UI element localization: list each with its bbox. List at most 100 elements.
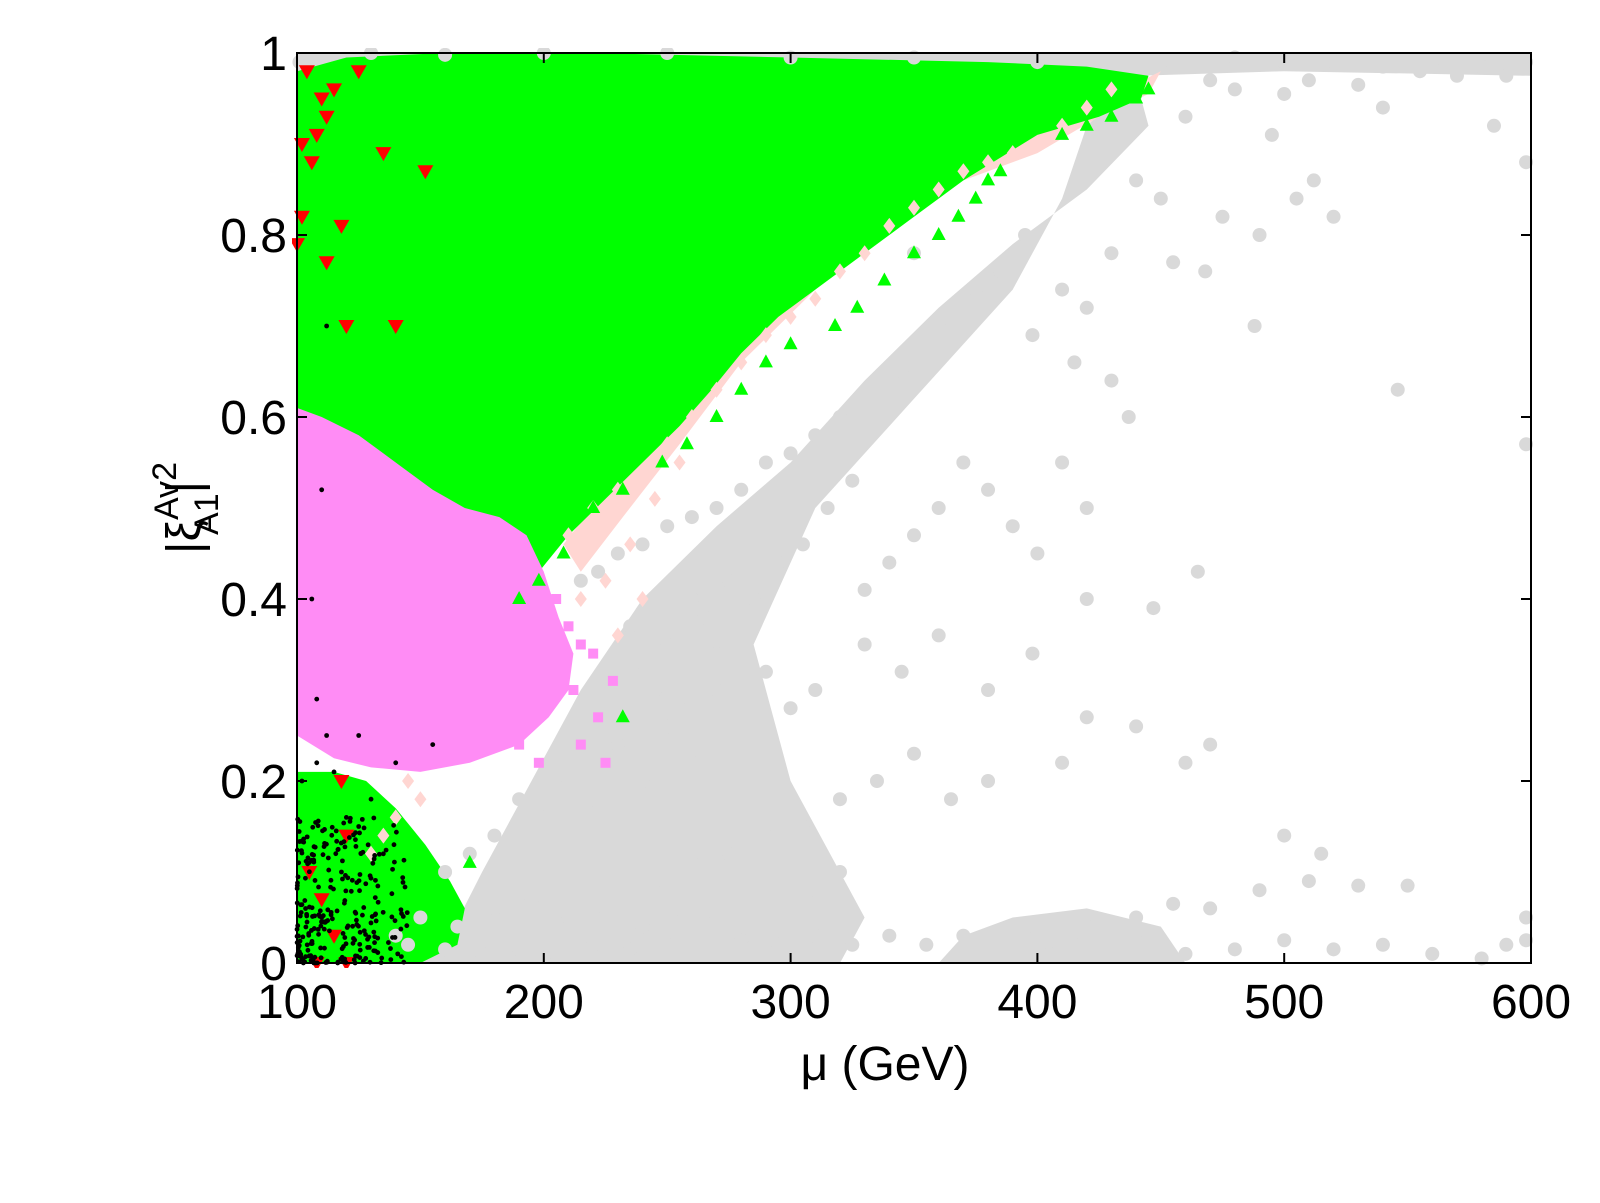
gray-point-122 [1203, 901, 1218, 916]
magenta-point-10 [514, 739, 525, 750]
pink-point-23 [673, 454, 686, 471]
gray-point-175 [697, 610, 712, 625]
black-cluster-point-220 [399, 954, 404, 960]
black-cluster-point-33 [322, 945, 327, 951]
black-cluster-point-13 [391, 842, 397, 848]
black-cluster-point-45 [373, 877, 378, 883]
black-cluster-point-236 [363, 956, 369, 961]
black-point-12 [343, 815, 349, 820]
black-cluster-point-152 [334, 908, 340, 914]
gray-point-11 [1326, 55, 1341, 70]
black-cluster-point-156 [380, 909, 386, 915]
black-cluster-point-116 [343, 888, 349, 894]
black-cluster-point-161 [360, 849, 366, 855]
black-cluster-point-124 [304, 834, 310, 840]
gray-point-42 [993, 264, 1008, 279]
pink-point-25 [624, 536, 637, 553]
black-point-5 [430, 742, 436, 747]
gray-point-30 [1306, 173, 1321, 188]
gray-point-76 [1519, 437, 1534, 452]
gray-point-18 [1277, 86, 1292, 101]
gray-point-97 [512, 792, 527, 807]
black-cluster-point-164 [371, 929, 377, 935]
gray-point-33 [1166, 255, 1181, 270]
red-point-18 [313, 893, 330, 908]
gray-point-32 [1215, 209, 1230, 224]
green-point-24 [512, 591, 527, 604]
gray-point-105 [1055, 755, 1070, 770]
black-cluster-point-128 [357, 947, 363, 953]
green-point-6 [981, 172, 996, 186]
black-cluster-point-190 [303, 875, 308, 881]
black-cluster-point-207 [328, 884, 333, 890]
gray-point-71 [907, 528, 921, 543]
magenta-region-0 [297, 407, 574, 772]
gray-point-163 [672, 901, 687, 916]
gray-point-64 [1055, 455, 1070, 470]
x-tick-label-3: 400 [997, 976, 1077, 1029]
green-point-12 [850, 299, 865, 313]
black-point-6 [393, 760, 399, 766]
gray-point-96 [536, 810, 551, 825]
x-tick-label-4: 500 [1244, 976, 1324, 1029]
black-cluster-point-181 [351, 957, 357, 963]
gray-point-74 [1390, 382, 1405, 397]
gray-point-153 [1178, 946, 1193, 961]
gray-point-144 [1519, 933, 1534, 948]
green-point-2 [1104, 108, 1119, 122]
black-cluster-point-92 [309, 905, 315, 911]
gray-point-177 [746, 592, 761, 606]
pink-point-31 [414, 791, 427, 808]
black-cluster-point-159 [372, 895, 378, 901]
gray-point-56 [635, 537, 650, 552]
gray-point-159 [832, 865, 847, 879]
black-cluster-point-225 [299, 850, 305, 856]
magenta-point-8 [575, 739, 586, 750]
gray-point-136 [660, 937, 675, 952]
black-cluster-point-162 [402, 884, 408, 890]
gray-point-31 [1326, 209, 1341, 224]
gray-point-150 [1326, 942, 1341, 957]
gray-point-102 [1129, 719, 1144, 734]
gray-point-17 [1227, 82, 1242, 97]
gray-point-28 [1519, 155, 1534, 170]
gray-point-129 [919, 937, 934, 952]
gray-point-156 [1067, 937, 1082, 952]
gray-point-125 [1079, 919, 1094, 934]
red-point-16 [338, 829, 355, 844]
red-point-14 [387, 320, 404, 334]
gray-point-91 [660, 719, 675, 734]
gray-point-26 [1375, 100, 1390, 115]
black-cluster-point-9 [383, 847, 389, 853]
magenta-point-5 [568, 685, 579, 695]
gray-point-47 [862, 391, 877, 406]
black-cluster-point-153 [357, 872, 363, 877]
black-cluster-point-217 [319, 919, 324, 925]
green-point-14 [783, 336, 798, 350]
gray-point-160 [783, 901, 798, 916]
black-cluster-point-5 [363, 932, 368, 937]
black-cluster-point-135 [346, 835, 352, 840]
gray-point-35 [1252, 228, 1267, 242]
gray-point-139 [549, 946, 564, 961]
green-point-13 [828, 318, 843, 331]
black-cluster-point-254 [341, 839, 347, 845]
black-cluster-point-121 [361, 825, 367, 831]
pink-point-27 [574, 591, 587, 607]
pink-point-3 [1031, 136, 1044, 152]
black-cluster-point-193 [305, 861, 311, 867]
gray-point-88 [734, 728, 749, 743]
black-cluster-point-70 [315, 926, 321, 932]
gray-point-167 [524, 892, 539, 907]
gray-point-161 [746, 892, 761, 907]
black-cluster-point-241 [326, 867, 332, 873]
black-cluster-point-205 [316, 884, 321, 890]
black-cluster-point-218 [375, 899, 381, 905]
gray-point-138 [586, 937, 601, 952]
magenta-point-3 [588, 648, 599, 659]
black-cluster-point-172 [347, 819, 353, 824]
gray-point-140 [512, 942, 527, 957]
gray-point-15 [1519, 55, 1534, 70]
y-label-power: 2 [146, 462, 184, 481]
black-cluster-point-27 [318, 923, 324, 929]
